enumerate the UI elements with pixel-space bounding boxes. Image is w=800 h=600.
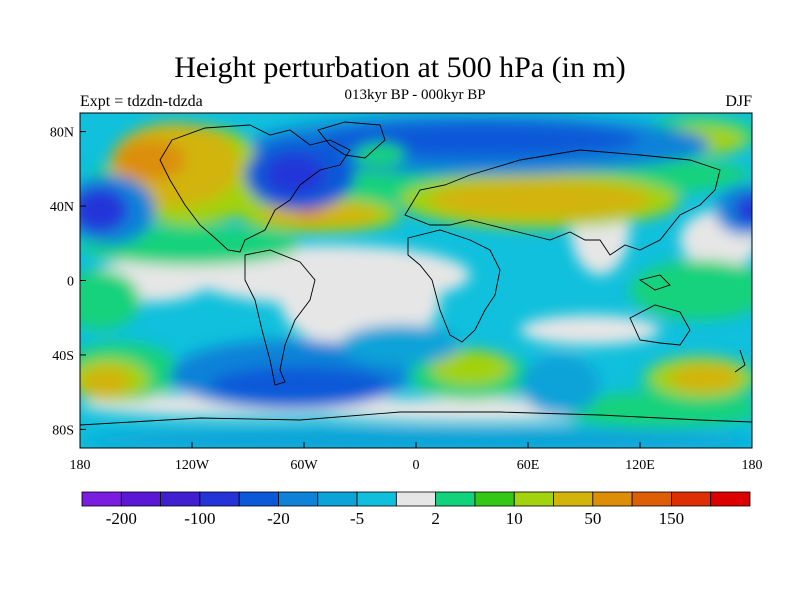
- colorbar-swatch: [513, 491, 554, 507]
- colorbar-swatch: [120, 491, 161, 507]
- lat-tick-label: 80N: [50, 126, 74, 141]
- colorbar-swatch: [395, 491, 437, 507]
- lat-tick-label: 80S: [52, 423, 74, 438]
- lon-tick-label: 120W: [175, 458, 210, 473]
- colorbar-swatch: [278, 491, 319, 507]
- colorbar-swatch: [474, 491, 515, 507]
- colorbar-label: -5: [350, 509, 364, 528]
- lon-tick-label: 120E: [625, 458, 655, 473]
- chart-subtitle: 013kyr BP - 000kyr BP: [344, 87, 486, 103]
- colorbar-swatch: [592, 491, 633, 507]
- longitude-axis: 180 120W 60W 0 60E 120E 180: [70, 442, 763, 473]
- lon-tick-label: 180: [742, 458, 763, 473]
- lat-tick-label: 40N: [50, 200, 74, 215]
- colorbar-swatch: [553, 491, 594, 507]
- lat-tick-label: 40S: [52, 349, 74, 364]
- colorbar-swatch: [631, 491, 672, 507]
- colorbar-swatch: [160, 491, 201, 507]
- colorbar-swatch: [199, 491, 240, 507]
- colorbar-swatch: [710, 491, 751, 507]
- colorbar-label: 2: [431, 509, 440, 528]
- colorbar-label: -100: [184, 509, 215, 528]
- contour-field: [80, 113, 752, 448]
- lat-tick-label: 0: [67, 275, 74, 290]
- colorbar-label: -200: [106, 509, 137, 528]
- colorbar-swatch: [435, 491, 476, 507]
- experiment-label: Expt = tdzdn-tdzda: [80, 93, 203, 110]
- colorbar-swatch: [317, 491, 358, 507]
- colorbar-swatch: [671, 491, 712, 507]
- colorbar: -200 -100 -20 -5 2 10 50 150: [81, 491, 751, 528]
- colorbar-label: 150: [659, 509, 685, 528]
- colorbar-label: 10: [506, 509, 523, 528]
- lon-tick-label: 60W: [290, 458, 318, 473]
- colorbar-swatch: [238, 491, 279, 507]
- coastlines: [80, 121, 752, 426]
- lon-tick-label: 60E: [517, 458, 540, 473]
- chart-title: Height perturbation at 500 hPa (in m): [174, 51, 626, 84]
- latitude-axis: 80N 40N 0 40S 80S: [50, 126, 86, 438]
- season-label: DJF: [725, 93, 752, 110]
- colorbar-label: 50: [584, 509, 601, 528]
- colorbar-label: -20: [267, 509, 290, 528]
- colorbar-swatch: [81, 491, 122, 507]
- lon-tick-label: 180: [70, 458, 91, 473]
- lon-tick-label: 0: [413, 458, 420, 473]
- colorbar-swatch: [356, 491, 397, 507]
